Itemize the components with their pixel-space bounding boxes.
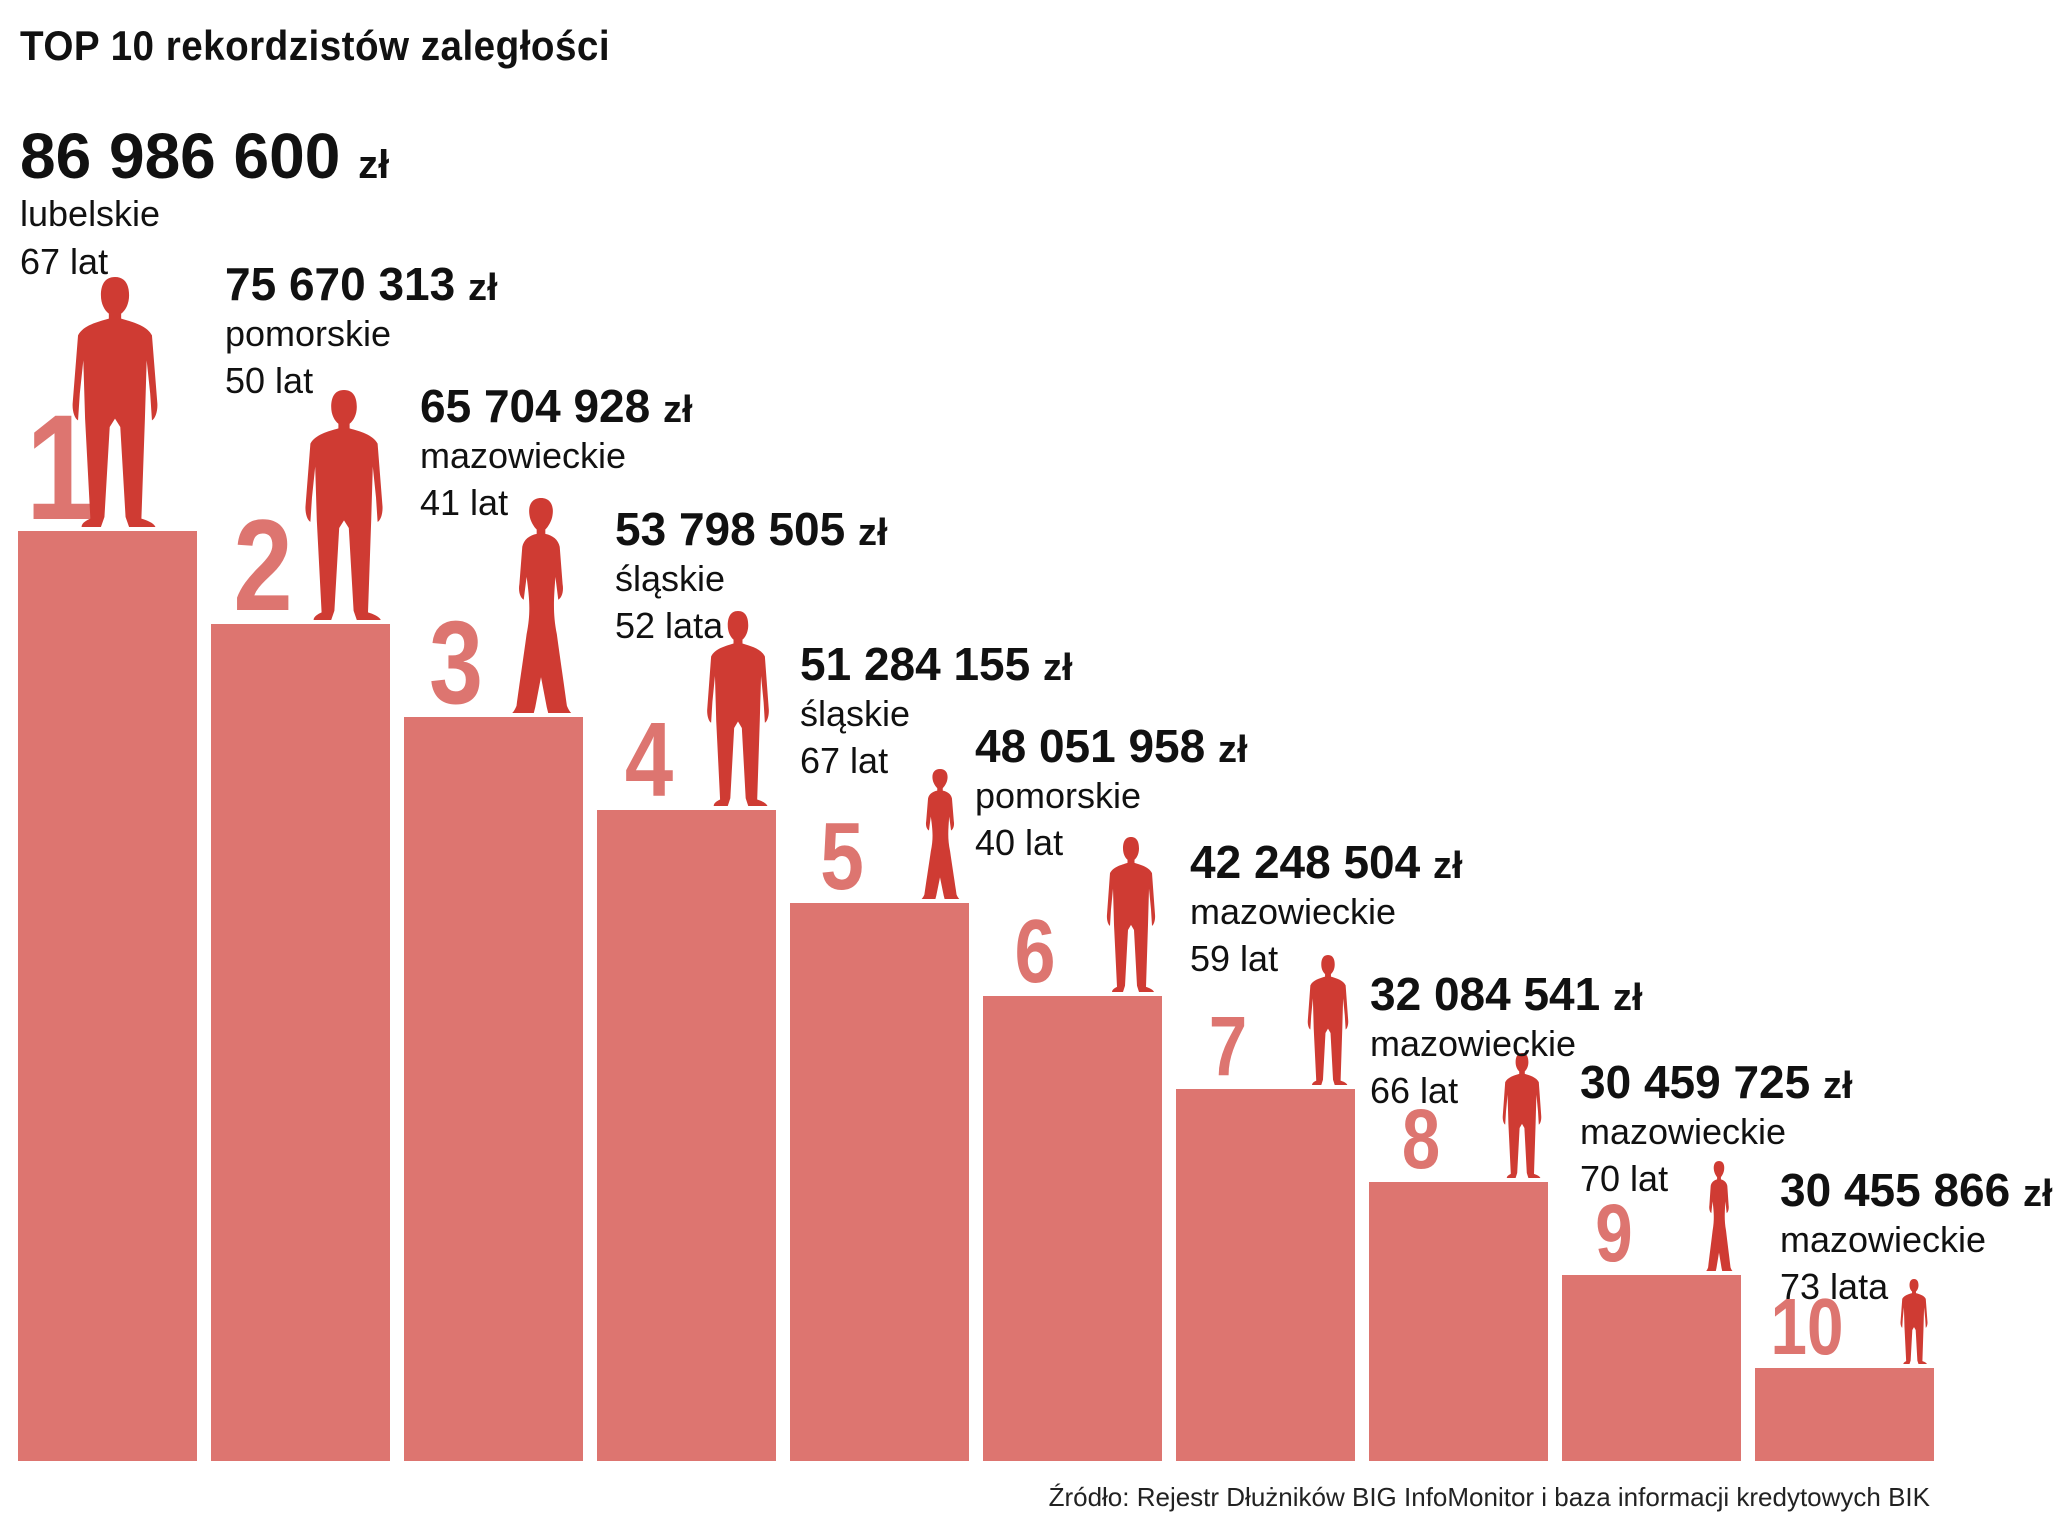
podium-bar bbox=[1176, 1089, 1355, 1461]
region-label: pomorskie bbox=[975, 775, 1141, 816]
currency-label: zł bbox=[858, 512, 888, 554]
podium-bar bbox=[1562, 1275, 1741, 1461]
amount-label: 48 051 958 zł bbox=[975, 720, 1248, 772]
rank-number: 3 bbox=[429, 596, 483, 728]
region-label: pomorskie bbox=[225, 313, 391, 354]
currency-label: zł bbox=[1823, 1065, 1853, 1107]
amount-label: 30 455 866 zł bbox=[1780, 1164, 2053, 1216]
amount-label: 65 704 928 zł bbox=[420, 380, 693, 432]
man-silhouette-icon bbox=[1900, 1279, 1928, 1364]
rank-number: 6 bbox=[1014, 902, 1055, 1002]
rank-number: 2 bbox=[233, 493, 292, 638]
currency-label: zł bbox=[1218, 729, 1248, 771]
podium-bar bbox=[790, 903, 969, 1461]
rank-number: 5 bbox=[820, 803, 864, 910]
podium-bar bbox=[1755, 1368, 1934, 1461]
amount-label: 42 248 504 zł bbox=[1190, 836, 1463, 888]
age-label: 67 lat bbox=[20, 241, 108, 282]
currency-label: zł bbox=[2023, 1173, 2053, 1215]
region-label: mazowieckie bbox=[420, 435, 626, 476]
amount-label: 75 670 313 zł bbox=[225, 258, 498, 310]
amount-label: 32 084 541 zł bbox=[1370, 968, 1643, 1020]
currency-label: zł bbox=[1433, 845, 1463, 887]
region-label: lubelskie bbox=[20, 193, 160, 234]
age-label: 41 lat bbox=[420, 482, 508, 523]
currency-label: zł bbox=[468, 267, 498, 309]
currency-label: zł bbox=[663, 389, 693, 431]
region-label: mazowieckie bbox=[1580, 1111, 1786, 1152]
podium-bar bbox=[18, 531, 197, 1461]
man-silhouette-icon bbox=[72, 277, 158, 527]
man-silhouette-icon bbox=[1307, 955, 1349, 1085]
age-label: 50 lat bbox=[225, 360, 313, 401]
region-label: mazowieckie bbox=[1190, 891, 1396, 932]
age-label: 59 lat bbox=[1190, 938, 1278, 979]
man-silhouette-icon bbox=[305, 390, 383, 620]
age-label: 67 lat bbox=[800, 740, 888, 781]
currency-label: zł bbox=[1613, 977, 1643, 1019]
podium-bar bbox=[404, 717, 583, 1461]
rank-number: 8 bbox=[1402, 1093, 1440, 1187]
man-silhouette-icon bbox=[1502, 1053, 1542, 1178]
currency-label: zł bbox=[1043, 647, 1073, 689]
rank-number: 4 bbox=[625, 700, 673, 819]
man-silhouette-icon bbox=[1106, 837, 1156, 992]
region-label: mazowieckie bbox=[1370, 1023, 1576, 1064]
podium-bar bbox=[211, 624, 390, 1461]
rank-number: 10 bbox=[1771, 1282, 1844, 1372]
age-label: 66 lat bbox=[1370, 1070, 1458, 1111]
age-label: 73 lata bbox=[1780, 1266, 1889, 1307]
man-silhouette-icon bbox=[707, 611, 769, 806]
region-label: śląskie bbox=[800, 693, 910, 734]
region-label: mazowieckie bbox=[1780, 1219, 1986, 1260]
podium-bar bbox=[1369, 1182, 1548, 1461]
currency-label: zł bbox=[358, 143, 389, 187]
rank-number: 9 bbox=[1595, 1187, 1632, 1279]
amount-label: 30 459 725 zł bbox=[1580, 1056, 1853, 1108]
woman-silhouette-icon bbox=[1706, 1161, 1733, 1271]
amount-label: 53 798 505 zł bbox=[615, 503, 888, 555]
podium-bar bbox=[983, 996, 1162, 1461]
chart-title: TOP 10 rekordzistów zaległości bbox=[20, 22, 611, 69]
age-label: 40 lat bbox=[975, 822, 1063, 863]
age-label: 52 lata bbox=[615, 605, 724, 646]
region-label: śląskie bbox=[615, 558, 725, 599]
woman-silhouette-icon bbox=[512, 498, 572, 713]
rank-number: 7 bbox=[1209, 1000, 1247, 1094]
age-label: 70 lat bbox=[1580, 1158, 1668, 1199]
source-note: Źródło: Rejestr Dłużników BIG InfoMonito… bbox=[1048, 1482, 1930, 1512]
amount-label: 86 986 600 zł bbox=[20, 120, 389, 192]
podium-bar bbox=[597, 810, 776, 1461]
amount-label: 51 284 155 zł bbox=[800, 638, 1073, 690]
woman-silhouette-icon bbox=[921, 769, 960, 899]
